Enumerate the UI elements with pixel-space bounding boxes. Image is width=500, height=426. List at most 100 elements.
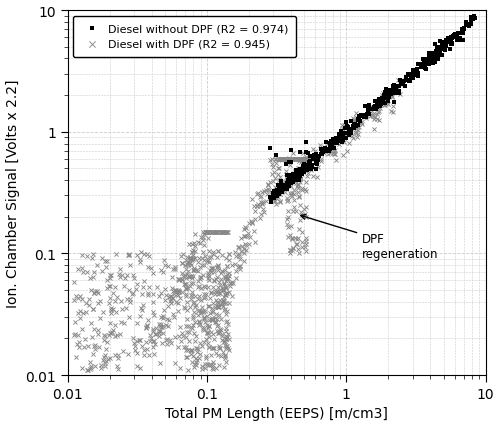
- Diesel without DPF (R2 = 0.974): [344, 124, 351, 130]
- Diesel without DPF (R2 = 0.974): [310, 156, 318, 163]
- Diesel with DPF (R2 = 0.945): [113, 363, 121, 370]
- Diesel without DPF (R2 = 0.974): [392, 86, 400, 93]
- Diesel with DPF (R2 = 0.945): [224, 289, 232, 296]
- Diesel with DPF (R2 = 0.945): [210, 316, 218, 323]
- Diesel with DPF (R2 = 0.945): [206, 310, 214, 317]
- Diesel with DPF (R2 = 0.945): [88, 274, 96, 281]
- Diesel with DPF (R2 = 0.945): [278, 187, 286, 194]
- Diesel with DPF (R2 = 0.945): [216, 287, 224, 294]
- Diesel with DPF (R2 = 0.945): [385, 89, 393, 96]
- Diesel with DPF (R2 = 0.945): [170, 314, 178, 320]
- Diesel with DPF (R2 = 0.945): [187, 273, 195, 279]
- Diesel with DPF (R2 = 0.945): [183, 315, 191, 322]
- Diesel with DPF (R2 = 0.945): [188, 292, 196, 299]
- Diesel without DPF (R2 = 0.974): [454, 31, 462, 38]
- Diesel with DPF (R2 = 0.945): [188, 324, 196, 331]
- Diesel with DPF (R2 = 0.945): [216, 229, 224, 236]
- Diesel with DPF (R2 = 0.945): [368, 112, 376, 119]
- Diesel without DPF (R2 = 0.974): [306, 163, 314, 170]
- Diesel without DPF (R2 = 0.974): [372, 106, 380, 113]
- Diesel with DPF (R2 = 0.945): [80, 269, 88, 276]
- Diesel without DPF (R2 = 0.974): [322, 139, 330, 146]
- Diesel with DPF (R2 = 0.945): [148, 335, 156, 342]
- Diesel with DPF (R2 = 0.945): [197, 308, 205, 315]
- Diesel without DPF (R2 = 0.974): [431, 59, 439, 66]
- Diesel with DPF (R2 = 0.945): [190, 330, 198, 337]
- Diesel without DPF (R2 = 0.974): [429, 56, 437, 63]
- Diesel with DPF (R2 = 0.945): [190, 265, 198, 272]
- Diesel with DPF (R2 = 0.945): [90, 326, 98, 333]
- Diesel without DPF (R2 = 0.974): [314, 158, 322, 164]
- Diesel with DPF (R2 = 0.945): [185, 241, 193, 248]
- Diesel with DPF (R2 = 0.945): [358, 113, 366, 120]
- Diesel with DPF (R2 = 0.945): [88, 306, 96, 313]
- Diesel with DPF (R2 = 0.945): [82, 308, 90, 315]
- Diesel with DPF (R2 = 0.945): [126, 251, 134, 258]
- Diesel with DPF (R2 = 0.945): [324, 151, 332, 158]
- Diesel with DPF (R2 = 0.945): [274, 194, 282, 201]
- Diesel with DPF (R2 = 0.945): [296, 156, 304, 163]
- Diesel with DPF (R2 = 0.945): [276, 187, 284, 194]
- Diesel without DPF (R2 = 0.974): [428, 58, 436, 65]
- Diesel with DPF (R2 = 0.945): [237, 248, 245, 255]
- Diesel with DPF (R2 = 0.945): [114, 366, 122, 373]
- Diesel with DPF (R2 = 0.945): [223, 308, 231, 314]
- Diesel with DPF (R2 = 0.945): [289, 208, 297, 215]
- Diesel without DPF (R2 = 0.974): [328, 138, 336, 145]
- Diesel with DPF (R2 = 0.945): [126, 287, 134, 294]
- Diesel with DPF (R2 = 0.945): [192, 319, 200, 325]
- Diesel without DPF (R2 = 0.974): [452, 34, 460, 40]
- Diesel without DPF (R2 = 0.974): [276, 190, 283, 196]
- Diesel with DPF (R2 = 0.945): [94, 326, 102, 333]
- Diesel without DPF (R2 = 0.974): [425, 61, 433, 68]
- Diesel without DPF (R2 = 0.974): [322, 146, 330, 153]
- Diesel with DPF (R2 = 0.945): [102, 345, 110, 352]
- Diesel with DPF (R2 = 0.945): [301, 156, 309, 163]
- Diesel without DPF (R2 = 0.974): [320, 145, 328, 152]
- Diesel without DPF (R2 = 0.974): [304, 163, 312, 170]
- Diesel without DPF (R2 = 0.974): [370, 106, 378, 112]
- Diesel without DPF (R2 = 0.974): [326, 139, 334, 146]
- Diesel with DPF (R2 = 0.945): [204, 259, 212, 266]
- Diesel with DPF (R2 = 0.945): [372, 106, 380, 112]
- Diesel with DPF (R2 = 0.945): [192, 361, 200, 368]
- Diesel without DPF (R2 = 0.974): [304, 165, 312, 172]
- Diesel with DPF (R2 = 0.945): [150, 338, 158, 345]
- Diesel with DPF (R2 = 0.945): [106, 330, 114, 337]
- Diesel without DPF (R2 = 0.974): [294, 175, 302, 182]
- Diesel with DPF (R2 = 0.945): [138, 343, 146, 350]
- Diesel without DPF (R2 = 0.974): [439, 42, 447, 49]
- Diesel without DPF (R2 = 0.974): [427, 54, 435, 60]
- Diesel with DPF (R2 = 0.945): [290, 170, 298, 177]
- Diesel with DPF (R2 = 0.945): [186, 260, 194, 267]
- Diesel with DPF (R2 = 0.945): [350, 117, 358, 124]
- Diesel with DPF (R2 = 0.945): [200, 231, 208, 238]
- Diesel with DPF (R2 = 0.945): [76, 315, 84, 322]
- Diesel without DPF (R2 = 0.974): [390, 88, 398, 95]
- Diesel without DPF (R2 = 0.974): [320, 150, 328, 156]
- Diesel with DPF (R2 = 0.945): [352, 135, 360, 141]
- Diesel with DPF (R2 = 0.945): [206, 295, 214, 302]
- Diesel with DPF (R2 = 0.945): [178, 276, 186, 283]
- Diesel with DPF (R2 = 0.945): [362, 112, 370, 119]
- Diesel with DPF (R2 = 0.945): [102, 332, 110, 339]
- Diesel with DPF (R2 = 0.945): [90, 269, 98, 276]
- Diesel with DPF (R2 = 0.945): [99, 309, 107, 316]
- Diesel without DPF (R2 = 0.974): [344, 132, 352, 139]
- Diesel with DPF (R2 = 0.945): [86, 320, 94, 327]
- Diesel with DPF (R2 = 0.945): [204, 272, 212, 279]
- Diesel with DPF (R2 = 0.945): [237, 236, 245, 242]
- Diesel with DPF (R2 = 0.945): [302, 188, 310, 195]
- Diesel with DPF (R2 = 0.945): [296, 156, 304, 163]
- Diesel without DPF (R2 = 0.974): [289, 176, 297, 182]
- Diesel with DPF (R2 = 0.945): [105, 332, 113, 339]
- Diesel with DPF (R2 = 0.945): [338, 127, 346, 134]
- Diesel without DPF (R2 = 0.974): [450, 33, 458, 40]
- Diesel with DPF (R2 = 0.945): [198, 366, 206, 372]
- Diesel with DPF (R2 = 0.945): [222, 311, 230, 317]
- Diesel with DPF (R2 = 0.945): [72, 331, 80, 338]
- Diesel with DPF (R2 = 0.945): [316, 151, 324, 158]
- Diesel with DPF (R2 = 0.945): [198, 308, 206, 315]
- Diesel with DPF (R2 = 0.945): [220, 298, 228, 305]
- Diesel without DPF (R2 = 0.974): [276, 188, 283, 195]
